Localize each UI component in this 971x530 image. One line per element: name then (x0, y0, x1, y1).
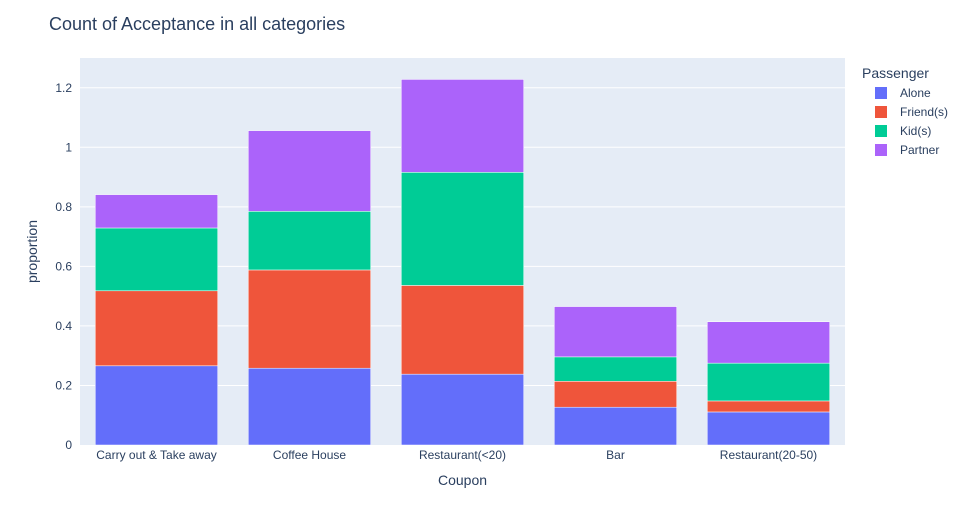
bar-segment[interactable] (248, 211, 371, 271)
legend-swatch[interactable] (875, 144, 887, 156)
x-tick-label: Bar (606, 448, 625, 462)
legend-title: Passenger (862, 65, 929, 81)
y-axis-title: proportion (24, 220, 40, 283)
bar-segment[interactable] (554, 381, 677, 408)
bar-segment[interactable] (707, 400, 830, 413)
bar-segment[interactable] (401, 79, 524, 173)
bar-segment[interactable] (401, 373, 524, 446)
bar-segment[interactable] (95, 290, 218, 367)
y-tick-label: 0.2 (55, 378, 72, 392)
y-tick-label: 0.8 (55, 200, 72, 214)
y-tick-label: 0.4 (55, 319, 72, 333)
legend-swatch[interactable] (875, 106, 887, 118)
bar-segment[interactable] (95, 365, 218, 446)
x-tick-label: Carry out & Take away (96, 448, 217, 462)
bar-segment[interactable] (707, 411, 830, 446)
bar-segment[interactable] (248, 269, 371, 369)
y-axis-ticks: 0 0.2 0.4 0.6 0.8 1 1.2 (55, 81, 72, 452)
bar-segment[interactable] (248, 130, 371, 212)
bar-segment[interactable] (707, 321, 830, 364)
bar-segment[interactable] (554, 356, 677, 382)
x-tick-label: Restaurant(20-50) (720, 448, 817, 462)
legend-label[interactable]: Partner (900, 143, 939, 157)
bar-segment[interactable] (554, 406, 677, 446)
chart-title: Count of Acceptance in all categories (49, 14, 345, 34)
x-tick-label: Coffee House (273, 448, 346, 462)
bar-segment[interactable] (401, 172, 524, 286)
x-tick-label: Restaurant(<20) (419, 448, 506, 462)
bar-segment[interactable] (95, 227, 218, 292)
legend-swatch[interactable] (875, 87, 887, 99)
x-axis-ticks: Carry out & Take away Coffee House Restaur… (96, 448, 817, 462)
bar-segment[interactable] (554, 306, 677, 358)
y-tick-label: 1.2 (55, 81, 72, 95)
legend-label[interactable]: Alone (900, 86, 931, 100)
y-tick-label: 1 (65, 140, 72, 154)
y-tick-label: 0 (65, 438, 72, 452)
x-axis-title: Coupon (438, 472, 487, 488)
legend-label[interactable]: Friend(s) (900, 105, 948, 119)
legend: Passenger Alone Friend(s) Kid(s) Partner (862, 65, 948, 157)
bar-segment[interactable] (401, 285, 524, 375)
y-tick-label: 0.6 (55, 259, 72, 273)
bars (95, 79, 830, 446)
bar-segment[interactable] (248, 367, 371, 446)
bar-segment[interactable] (707, 362, 830, 402)
bar-segment[interactable] (95, 194, 218, 229)
legend-swatch[interactable] (875, 125, 887, 137)
legend-label[interactable]: Kid(s) (900, 124, 931, 138)
